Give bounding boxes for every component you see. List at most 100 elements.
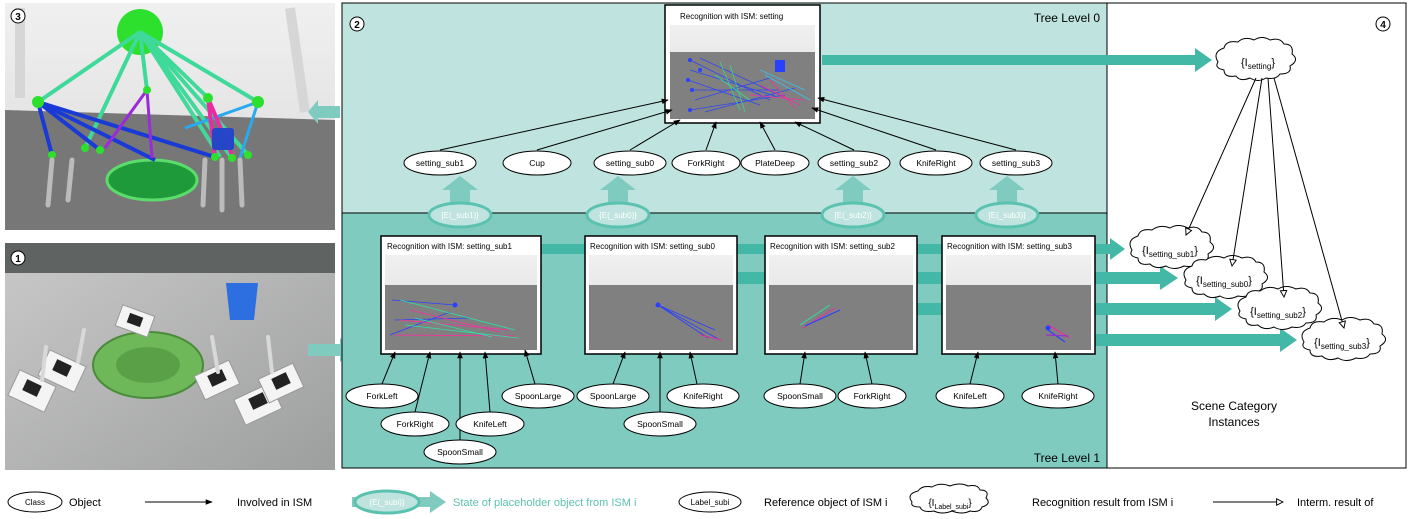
result-cloud-sub0: {Isetting_sub0} [1183,255,1268,299]
legend-placeholder: {E(_subi)} State of placeholder object f… [352,489,636,515]
sub1-inputs: ForkLeft ForkRight SpoonSmall KnifeLeft … [345,383,575,465]
sub3-input-knifeleft: KnifeLeft [935,383,1005,409]
ism-sub3-box: Recognition with ISM: setting_sub3 [941,235,1096,355]
legend-interm: Interm. result of [1213,497,1374,509]
ism-sub1-box: Recognition with ISM: setting_sub1 [380,235,542,355]
top-input-setting-sub1: setting_sub1 [403,150,477,176]
legend-involved: Involved in ISM [145,497,312,509]
svg-text:SpoonLarge: SpoonLarge [590,391,637,401]
sub0-input-spoonlarge: SpoonLarge [576,383,650,409]
panel-2-number: 2 [354,20,360,31]
render-cup [212,128,234,150]
svg-text:SpoonSmall: SpoonSmall [437,447,483,457]
svg-text:{E(_sub1)}: {E(_sub1)} [441,211,479,220]
top-input-platedeep: PlateDeep [740,150,810,176]
svg-text:Involved in ISM: Involved in ISM [237,497,312,509]
sub3-inputs: KnifeLeft KnifeRight [935,383,1095,409]
svg-text:Reference object of ISM i: Reference object of ISM i [764,497,888,509]
svg-text:KnifeLeft: KnifeLeft [953,391,987,401]
svg-text:{Isetting_sub1}: {Isetting_sub1} [1142,245,1198,259]
top-input-arrows [439,96,1017,151]
svg-text:{ILabel_subi}: {ILabel_subi} [928,498,972,511]
svg-text:ForkRight: ForkRight [854,391,891,401]
interm-result-arrows [1186,77,1344,328]
arrow-to-render [308,100,340,124]
result-cloud-sub2: {Isetting_sub2} [1237,286,1322,330]
top-input-kniferight: KnifeRight [899,150,973,176]
sub1-input-spoonlarge: SpoonLarge [501,383,575,409]
panel-1-badge: 1 [10,250,26,266]
panel-4-badge: 4 [1375,16,1391,32]
ism-sub1-title: Recognition with ISM: setting_sub1 [387,242,513,251]
svg-text:Interm. result of: Interm. result of [1297,497,1374,509]
ism-sub0-title: Recognition with ISM: setting_sub0 [590,242,716,251]
arrow-result-top [822,48,1212,72]
svg-text:setting_sub0: setting_sub0 [606,158,654,168]
placeholder-sub1: {E(_sub1)} [427,201,493,229]
top-input-setting-sub3: setting_sub3 [979,150,1053,176]
result-cloud-sub3: {Isetting_sub3} [1301,317,1386,361]
photo-plate-center [116,347,180,383]
arrow-result-sub3 [1095,328,1297,352]
legend-reference: Label_subi Reference object of ISM i [678,491,888,513]
svg-text:ForkLeft: ForkLeft [366,391,398,401]
svg-text:Class: Class [25,498,45,507]
tree-level-1-label: Tree Level 1 [1034,451,1101,465]
result-clouds: {Isetting} {Isetting_sub1} {Isetting_sub… [1129,37,1386,361]
svg-text:{Isetting}: {Isetting} [1241,57,1275,71]
svg-text:{E(_sub0)}: {E(_sub0)} [599,211,637,220]
top-input-forkright: ForkRight [671,150,741,176]
panel-2-badge: 2 [349,16,365,32]
svg-text:SpoonSmall: SpoonSmall [777,391,823,401]
top-input-cup: Cup [502,150,572,176]
ism-setting-table [670,52,815,119]
result-cloud-setting: {Isetting} [1215,37,1296,81]
ism-setting-title: Recognition with ISM: setting [680,12,783,21]
svg-text:setting_sub1: setting_sub1 [416,158,464,168]
result-cloud-sub1: {Isetting_sub1} [1129,225,1214,269]
legend-result: {ILabel_subi} Recognition result from IS… [909,483,1173,514]
panel-4-number: 4 [1380,20,1386,31]
svg-text:Object: Object [69,497,101,509]
ism-sub0-box: Recognition with ISM: setting_sub0 [584,235,738,355]
sub1-input-spoonsmall: SpoonSmall [423,439,497,465]
svg-text:{Isetting_sub3}: {Isetting_sub3} [1314,337,1370,351]
svg-text:PlateDeep: PlateDeep [755,158,795,168]
ism-sub2-title: Recognition with ISM: setting_sub2 [770,242,896,251]
placeholder-sub0: {E(_sub0)} [585,201,651,229]
placeholders: {E(_sub1)} {E(_sub0)} {E(_sub2)} {E(_sub… [427,201,1040,229]
panel-3-render: 3 [5,3,335,230]
svg-text:KnifeRight: KnifeRight [916,158,956,168]
arrow-from-photo [308,338,352,362]
sub0-input-spoonsmall: SpoonSmall [623,411,697,437]
top-input-setting-sub0: setting_sub0 [593,150,667,176]
legend: Class Object Involved in ISM {E(_subi)} … [7,483,1374,515]
sub2-inputs: SpoonSmall ForkRight [763,383,907,409]
chair-post [285,7,310,113]
top-input-setting-sub2: setting_sub2 [817,150,891,176]
svg-text:Cup: Cup [529,158,545,168]
photo-cup [226,283,258,320]
svg-text:setting_sub2: setting_sub2 [830,158,878,168]
svg-text:setting_sub3: setting_sub3 [992,158,1040,168]
sub0-inputs: SpoonLarge SpoonSmall KnifeRight [576,383,740,437]
svg-text:KnifeRight: KnifeRight [683,391,723,401]
sub2-input-forkright: ForkRight [837,383,907,409]
panel-1-number: 1 [15,254,21,265]
placeholder-sub3: {E(_sub3)} [974,201,1040,229]
photo-glass-edge [5,243,335,273]
panel-1-photo: 1 [5,243,335,470]
panel-3-badge: 3 [10,8,26,24]
sub2-input-spoonsmall: SpoonSmall [763,383,837,409]
svg-text:{Isetting_sub0}: {Isetting_sub0} [1196,275,1252,289]
render-plate [105,158,199,202]
tree-level-0-label: Tree Level 0 [1034,11,1101,25]
sub1-input-knifeleft: KnifeLeft [455,411,525,437]
sub3-input-kniferight: KnifeRight [1021,383,1095,409]
svg-text:{E(_sub3)}: {E(_sub3)} [988,211,1026,220]
svg-text:KnifeRight: KnifeRight [1038,391,1078,401]
sub0-input-kniferight: KnifeRight [666,383,740,409]
svg-text:Label_subi: Label_subi [691,498,730,507]
